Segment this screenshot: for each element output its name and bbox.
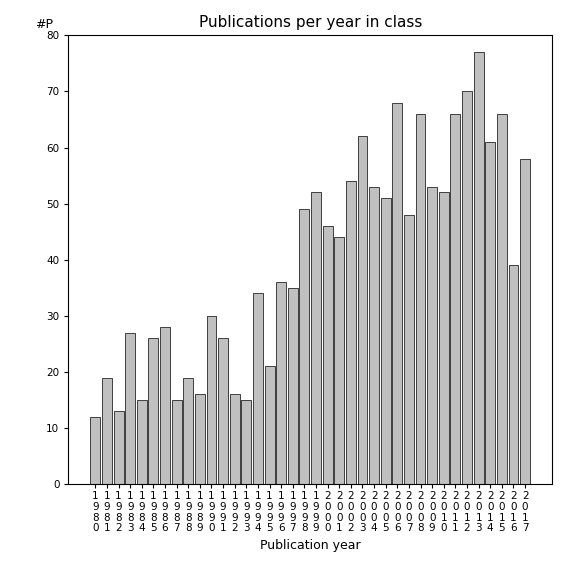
- Bar: [265, 366, 274, 484]
- Title: Publications per year in class: Publications per year in class: [198, 15, 422, 30]
- Bar: [230, 394, 240, 484]
- Bar: [381, 198, 391, 484]
- X-axis label: Publication year: Publication year: [260, 539, 361, 552]
- Bar: [346, 181, 356, 484]
- Bar: [416, 114, 425, 484]
- Bar: [137, 400, 147, 484]
- Bar: [450, 114, 460, 484]
- Bar: [335, 237, 344, 484]
- Bar: [288, 288, 298, 484]
- Bar: [90, 417, 100, 484]
- Bar: [427, 187, 437, 484]
- Bar: [497, 114, 507, 484]
- Bar: [125, 333, 135, 484]
- Bar: [253, 293, 263, 484]
- Bar: [206, 316, 217, 484]
- Bar: [149, 338, 158, 484]
- Bar: [439, 192, 448, 484]
- Text: #P: #P: [35, 18, 53, 31]
- Bar: [323, 226, 333, 484]
- Bar: [195, 394, 205, 484]
- Bar: [404, 215, 414, 484]
- Bar: [172, 400, 181, 484]
- Bar: [276, 282, 286, 484]
- Bar: [183, 378, 193, 484]
- Bar: [242, 400, 251, 484]
- Bar: [485, 142, 495, 484]
- Bar: [102, 378, 112, 484]
- Bar: [160, 327, 170, 484]
- Bar: [311, 192, 321, 484]
- Bar: [369, 187, 379, 484]
- Bar: [509, 265, 518, 484]
- Bar: [218, 338, 228, 484]
- Bar: [392, 103, 402, 484]
- Bar: [462, 91, 472, 484]
- Bar: [473, 52, 484, 484]
- Bar: [520, 159, 530, 484]
- Bar: [299, 209, 310, 484]
- Bar: [113, 411, 124, 484]
- Bar: [358, 136, 367, 484]
